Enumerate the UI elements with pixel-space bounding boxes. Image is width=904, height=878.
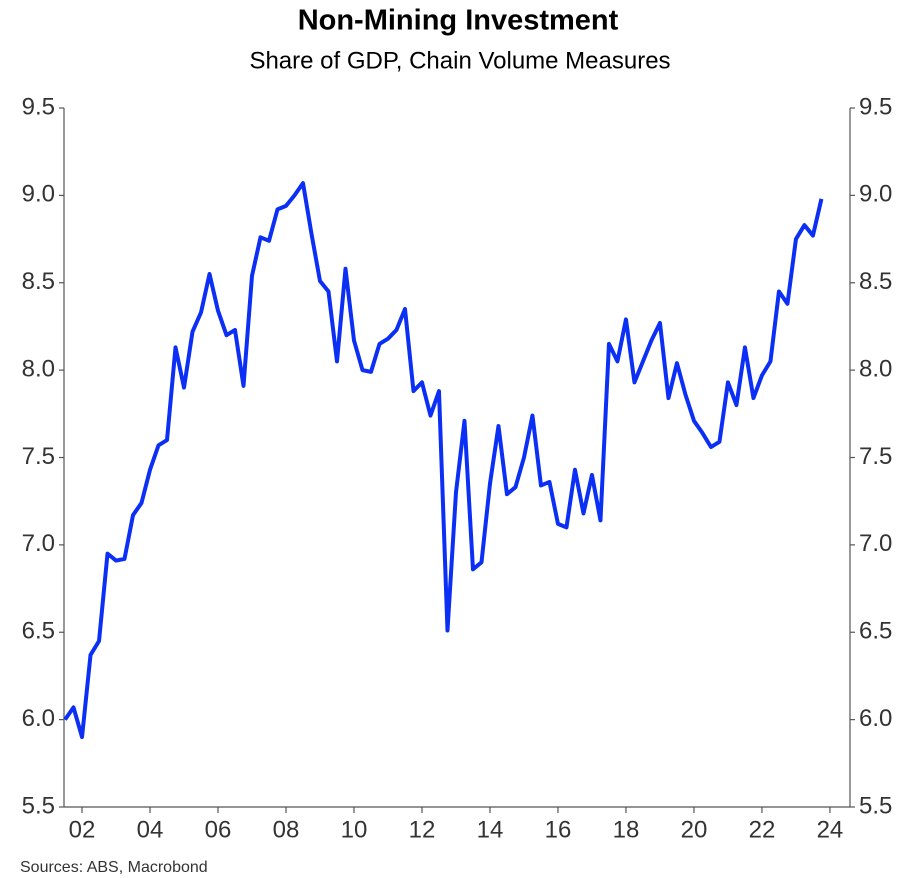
- y2-tick-label: 7.5: [859, 443, 892, 470]
- y-tick-label: 6.0: [22, 705, 55, 732]
- x-tick-label: 16: [545, 816, 572, 843]
- y-tick-label: 7.5: [22, 443, 55, 470]
- source-note: Sources: ABS, Macrobond: [20, 859, 208, 876]
- y2-tick-label: 8.0: [859, 355, 892, 382]
- x-tick-label: 14: [477, 816, 504, 843]
- x-tick-label: 12: [409, 816, 436, 843]
- y2-tick-label: 9.5: [859, 93, 892, 120]
- x-tick-label: 20: [681, 816, 708, 843]
- y-tick-label: 7.0: [22, 530, 55, 557]
- y-tick-label: 6.5: [22, 618, 55, 645]
- x-tick-label: 04: [137, 816, 164, 843]
- y-tick-label: 5.5: [22, 792, 55, 819]
- y-tick-label: 9.0: [22, 181, 55, 208]
- chart-title: Non-Mining Investment: [298, 5, 619, 37]
- series-line: [63, 181, 824, 740]
- y2-tick-label: 8.5: [859, 268, 892, 295]
- y-tick-label: 8.0: [22, 355, 55, 382]
- x-tick-label: 18: [613, 816, 640, 843]
- x-tick-label: 22: [749, 816, 776, 843]
- chart-subtitle: Share of GDP, Chain Volume Measures: [249, 47, 670, 74]
- y2-tick-label: 7.0: [859, 530, 892, 557]
- y2-tick-label: 5.5: [859, 792, 892, 819]
- y2-tick-label: 6.0: [859, 705, 892, 732]
- x-tick-label: 08: [273, 816, 300, 843]
- x-tick-label: 24: [817, 816, 844, 843]
- y-tick-label: 9.5: [22, 93, 55, 120]
- y2-tick-label: 6.5: [859, 618, 892, 645]
- y2-tick-label: 9.0: [859, 181, 892, 208]
- x-tick-label: 10: [341, 816, 368, 843]
- x-tick-label: 02: [69, 816, 96, 843]
- y-tick-label: 8.5: [22, 268, 55, 295]
- x-tick-label: 06: [205, 816, 232, 843]
